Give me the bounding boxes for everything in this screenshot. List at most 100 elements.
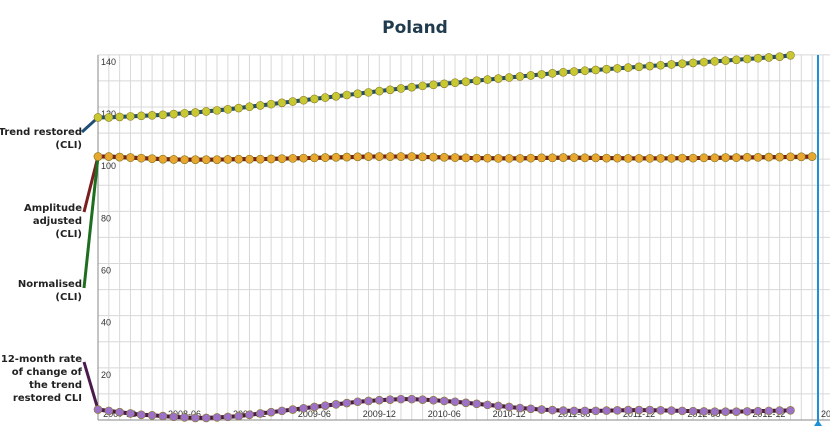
data-point <box>212 155 222 164</box>
data-point <box>786 152 795 162</box>
data-point <box>375 86 384 96</box>
data-point <box>104 152 114 161</box>
data-point <box>732 55 741 65</box>
data-point <box>602 64 611 74</box>
data-point <box>472 76 482 85</box>
data-point <box>136 410 146 420</box>
data-point <box>569 406 579 416</box>
data-point <box>753 53 763 63</box>
data-point <box>439 79 449 89</box>
data-point <box>136 111 146 121</box>
data-point <box>450 153 460 162</box>
data-point <box>418 152 427 162</box>
data-point <box>742 54 752 64</box>
data-point <box>537 405 546 414</box>
label-rate-of-change: 12-month rate of change of the trend res… <box>0 354 82 404</box>
data-point <box>320 401 330 410</box>
data-point <box>623 63 633 72</box>
y-tick-label: 40 <box>101 318 111 328</box>
data-point <box>212 106 222 115</box>
data-point <box>494 154 503 163</box>
x-tick-label: 2010-12 <box>493 409 526 419</box>
data-point <box>147 154 157 163</box>
data-point <box>504 73 514 82</box>
data-point <box>472 153 482 163</box>
data-point <box>320 153 330 162</box>
data-point <box>158 411 168 421</box>
data-point <box>407 82 417 92</box>
data-point <box>688 153 698 163</box>
data-point <box>721 153 730 162</box>
x-tick-label: 2010-06 <box>428 409 461 419</box>
data-point <box>548 153 557 163</box>
data-point <box>169 155 179 164</box>
label-trend: Trend restored (CLI) <box>0 127 82 151</box>
label-amplitude: Amplitude adjusted (CLI) <box>23 203 82 240</box>
data-point <box>288 97 298 106</box>
data-point <box>710 407 720 416</box>
data-point <box>212 413 222 422</box>
data-point <box>342 90 352 100</box>
data-point <box>234 411 243 421</box>
data-point <box>126 153 135 162</box>
data-point <box>93 152 103 161</box>
data-point <box>191 413 200 423</box>
data-point <box>320 93 330 102</box>
data-point <box>158 154 168 164</box>
data-point <box>180 108 189 118</box>
data-point <box>515 403 525 413</box>
data-point <box>710 57 720 66</box>
data-point <box>331 400 341 409</box>
data-point <box>255 101 265 110</box>
data-point <box>656 406 665 415</box>
data-point <box>439 153 449 162</box>
data-point <box>634 405 644 415</box>
data-point <box>558 68 568 77</box>
data-point <box>786 406 795 415</box>
data-point <box>667 154 676 163</box>
data-point <box>483 153 492 163</box>
data-point <box>385 85 395 95</box>
label-normalised: Normalised (CLI) <box>17 279 82 303</box>
data-point <box>310 153 319 163</box>
data-point <box>504 402 514 412</box>
data-point <box>180 155 189 164</box>
data-point <box>591 406 601 416</box>
data-point <box>288 154 298 163</box>
data-point <box>169 412 179 422</box>
data-point <box>429 80 438 90</box>
data-point <box>677 59 687 68</box>
data-point <box>223 412 233 422</box>
data-point <box>450 397 460 407</box>
data-point <box>569 153 579 162</box>
data-point <box>115 112 124 122</box>
data-point <box>126 409 135 418</box>
data-point <box>266 407 276 417</box>
data-point <box>429 395 438 405</box>
data-point <box>461 398 471 408</box>
data-point <box>732 407 741 416</box>
data-point <box>699 153 709 163</box>
data-point <box>558 153 568 162</box>
data-point <box>342 152 352 162</box>
data-point <box>634 62 644 72</box>
data-point <box>277 98 287 108</box>
data-point <box>526 71 536 80</box>
data-point <box>786 51 795 60</box>
data-point <box>580 66 590 76</box>
data-point <box>710 153 720 163</box>
x-tick-label: 2009-12 <box>363 409 396 419</box>
data-point <box>331 91 341 101</box>
data-point <box>591 65 601 75</box>
data-point <box>385 152 395 161</box>
data-point <box>353 397 362 407</box>
data-point <box>548 405 557 415</box>
data-point <box>602 406 611 415</box>
data-point <box>364 152 373 161</box>
data-point <box>429 152 438 162</box>
data-point <box>807 152 817 161</box>
y-tick-label: 80 <box>101 213 111 223</box>
data-point <box>115 407 124 417</box>
data-point <box>775 152 784 162</box>
